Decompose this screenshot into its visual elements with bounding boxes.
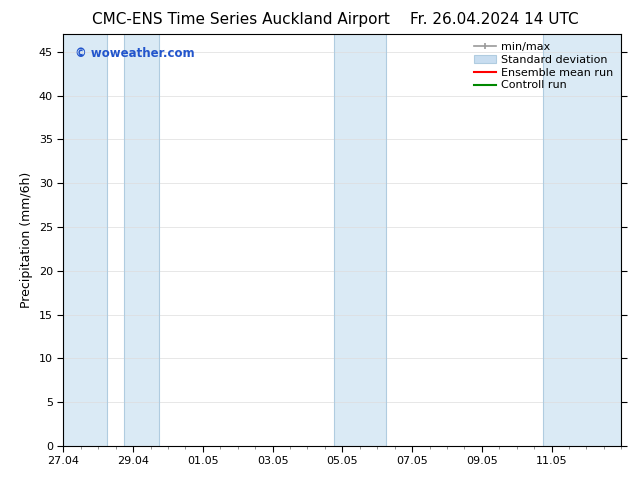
Bar bbox=[543, 34, 621, 446]
Legend: min/max, Standard deviation, Ensemble mean run, Controll run: min/max, Standard deviation, Ensemble me… bbox=[469, 38, 618, 95]
Text: CMC-ENS Time Series Auckland Airport: CMC-ENS Time Series Auckland Airport bbox=[92, 12, 390, 27]
Bar bbox=[63, 34, 107, 446]
Text: Fr. 26.04.2024 14 UTC: Fr. 26.04.2024 14 UTC bbox=[410, 12, 579, 27]
Y-axis label: Precipitation (mm/6h): Precipitation (mm/6h) bbox=[20, 172, 34, 308]
Bar bbox=[333, 34, 386, 446]
Bar bbox=[124, 34, 159, 446]
Text: © woweather.com: © woweather.com bbox=[75, 47, 194, 60]
